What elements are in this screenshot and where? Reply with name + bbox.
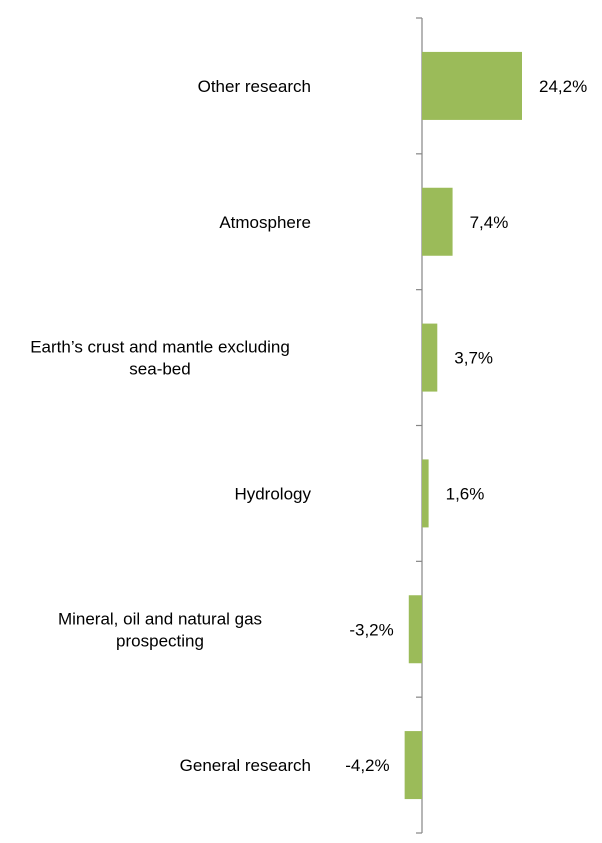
labels: 24,2% Other research 7,4% Atmosphere 3,7% Ear…: [30, 77, 587, 775]
category-label: Other research: [198, 77, 311, 96]
category-label-line: Other research: [198, 77, 311, 96]
data-label: -3,2%: [349, 620, 393, 639]
bar: [404, 731, 422, 800]
category-label: Earth’s crust and mantle excluding sea-be…: [30, 338, 290, 379]
data-label: 1,6%: [446, 484, 485, 503]
category-label-line: prospecting: [116, 631, 204, 650]
category-label-line: Mineral, oil and natural gas: [58, 609, 262, 628]
bars: [404, 51, 522, 800]
data-label: -4,2%: [345, 756, 389, 775]
category-label-line: General research: [180, 756, 311, 775]
category-label: General research: [180, 756, 311, 775]
data-label: 24,2%: [539, 77, 587, 96]
bar: [422, 51, 522, 120]
category-label: Mineral, oil and natural gas prospecting: [58, 609, 262, 650]
category-label-line: Atmosphere: [219, 213, 311, 232]
category-label: Atmosphere: [219, 213, 311, 232]
category-label-line: sea-bed: [129, 360, 190, 379]
category-axis: [416, 17, 423, 834]
bar: [422, 459, 429, 528]
category-label-line: Hydrology: [234, 484, 311, 503]
bar: [422, 187, 453, 256]
bar: [408, 595, 422, 664]
data-label: 3,7%: [454, 349, 493, 368]
category-label: Hydrology: [234, 484, 311, 503]
bar: [422, 323, 438, 392]
data-label: 7,4%: [470, 213, 509, 232]
category-label-line: Earth’s crust and mantle excluding: [30, 338, 290, 357]
